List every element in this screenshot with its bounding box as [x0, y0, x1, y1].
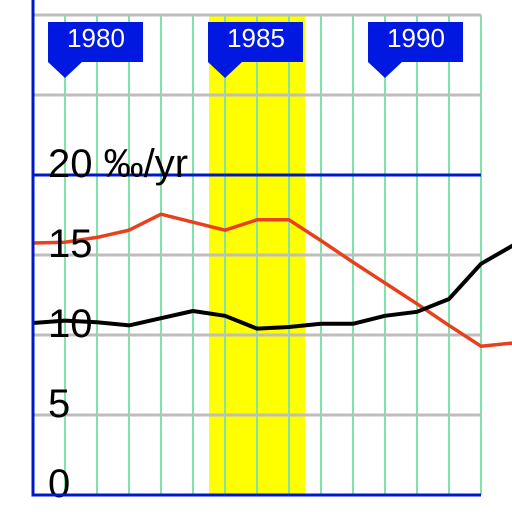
data-line	[32, 243, 512, 331]
y-tick-label: 10	[48, 302, 93, 346]
flag-shape	[208, 22, 303, 78]
x-tick-label: 1990	[387, 23, 445, 53]
flag-shape	[48, 22, 143, 78]
x-tick-flag: 1985	[208, 22, 303, 78]
x-tick-flag: 1980	[48, 22, 143, 78]
y-tick-label: 20 ‰/yr	[48, 142, 188, 186]
x-tick-label: 1980	[67, 23, 125, 53]
y-tick-label: 15	[48, 222, 93, 266]
y-tick-label: 0	[48, 462, 70, 506]
x-tick-label: 1985	[227, 23, 285, 53]
data-line	[32, 212, 512, 348]
flag-shape	[368, 22, 463, 78]
x-tick-flag: 1990	[368, 22, 463, 78]
y-tick-label: 5	[48, 382, 70, 426]
